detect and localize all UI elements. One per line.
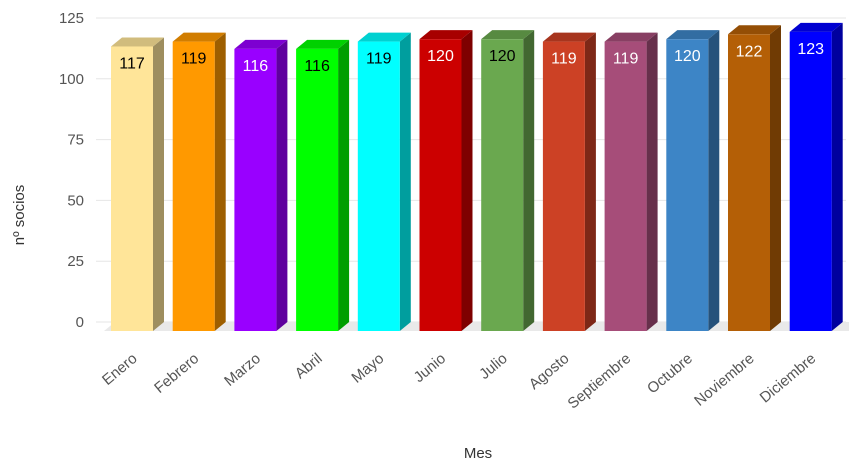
x-tick-label: Abril <box>292 350 326 382</box>
y-tick-label: 50 <box>67 192 84 209</box>
bar-front <box>666 39 708 331</box>
bar-side <box>770 25 781 331</box>
data-label: 119 <box>551 51 577 68</box>
x-tick-label: Noviembre <box>691 350 757 410</box>
x-tick-label: Octubre <box>644 350 696 397</box>
data-label: 119 <box>366 51 392 68</box>
y-tick-label: 25 <box>67 253 84 270</box>
bar-side <box>462 30 473 331</box>
y-tick-labels: 0 25 50 75 100 125 <box>59 10 84 331</box>
y-tick-label: 125 <box>59 10 84 27</box>
bar-front <box>234 49 276 331</box>
data-label: 120 <box>427 48 454 65</box>
data-label: 116 <box>243 58 269 75</box>
bar-front <box>605 42 647 331</box>
bar-side <box>832 23 843 331</box>
bar-side <box>153 37 164 331</box>
data-label: 120 <box>489 48 516 65</box>
bar-side <box>647 33 658 331</box>
x-tick-label: Marzo <box>221 350 264 390</box>
bar-front <box>358 42 400 331</box>
x-tick-label: Julio <box>476 350 511 383</box>
bar-side <box>708 30 719 331</box>
x-tick-label: Agosto <box>526 350 573 393</box>
x-axis-title: Mes <box>464 445 492 462</box>
bar-side <box>400 33 411 331</box>
bar: 123 <box>790 23 843 331</box>
data-label: 119 <box>613 51 639 68</box>
data-label: 119 <box>181 51 207 68</box>
y-tick-label: 100 <box>59 71 84 88</box>
bar: 117 <box>111 37 164 331</box>
bar-front <box>296 49 338 331</box>
bar: 122 <box>728 25 781 331</box>
bar-front <box>173 42 215 331</box>
data-label: 117 <box>119 55 145 72</box>
data-label: 116 <box>304 58 330 75</box>
bar: 119 <box>605 33 658 331</box>
x-tick-label: Mayo <box>348 350 387 387</box>
bar: 119 <box>543 33 596 331</box>
x-tick-label: Diciembre <box>757 350 820 406</box>
bar-front <box>481 39 523 331</box>
bar-side <box>276 40 287 331</box>
bar-front <box>111 46 153 331</box>
y-tick-label: 0 <box>76 314 84 331</box>
x-tick-label: Febrero <box>151 350 202 397</box>
y-axis-title: nº socios <box>11 185 28 246</box>
bar-front <box>420 39 462 331</box>
bar-side <box>585 33 596 331</box>
bars: 117 119 116 116 119 120 120 119 119 120 122 123 <box>111 23 843 331</box>
bar-side <box>338 40 349 331</box>
bar-front <box>728 34 770 331</box>
x-tick-label: Junio <box>411 350 449 386</box>
bar-side <box>215 33 226 331</box>
data-label: 123 <box>797 41 824 58</box>
bar-side <box>523 30 534 331</box>
bar: 116 <box>296 40 349 331</box>
bar-front <box>543 42 585 331</box>
bar: 120 <box>420 30 473 331</box>
x-tick-labels: Enero Febrero Marzo Abril Mayo Junio Julio Agos… <box>99 350 819 412</box>
bar: 119 <box>358 33 411 331</box>
bar: 116 <box>234 40 287 331</box>
bar: 119 <box>173 33 226 331</box>
data-label: 122 <box>736 43 763 60</box>
data-label: 120 <box>674 48 701 65</box>
y-tick-label: 75 <box>67 132 84 149</box>
bar: 120 <box>481 30 534 331</box>
bar-front <box>790 32 832 331</box>
bar: 120 <box>666 30 719 331</box>
x-tick-label: Septiembre <box>564 350 634 412</box>
x-tick-label: Enero <box>99 350 141 389</box>
